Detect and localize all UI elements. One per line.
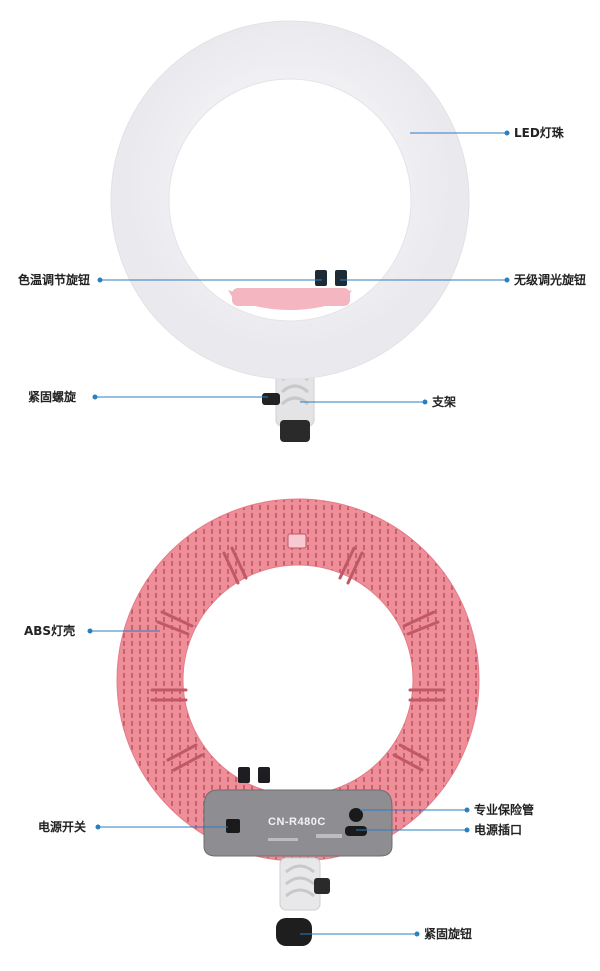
back-leader-lines: [90, 630, 467, 935]
label-abs-shell: ABS灯壳: [24, 624, 76, 638]
label-power-switch: 电源开关: [38, 820, 87, 834]
vent-slots: [150, 546, 446, 772]
power-switch[interactable]: [226, 819, 240, 833]
power-socket[interactable]: [345, 826, 367, 836]
back-knob-right[interactable]: [258, 767, 270, 783]
fuse-holder[interactable]: [349, 808, 363, 822]
tighten-knob[interactable]: [276, 918, 312, 946]
dimmer-knob[interactable]: [335, 270, 347, 286]
front-bracket: [262, 367, 315, 442]
label-tighten-screw: 紧固螺旋: [28, 390, 77, 404]
front-ring-light: [110, 20, 470, 442]
label-bracket: 支架: [432, 395, 457, 409]
label-power-socket: 电源插口: [474, 823, 523, 837]
color-temp-knob[interactable]: [315, 270, 327, 286]
label-fuse: 专业保险管: [474, 803, 535, 817]
control-plate: [203, 789, 393, 857]
label-dimmer-knob: 无级调光旋钮: [514, 273, 587, 287]
back-bracket: [276, 857, 330, 946]
back-knob-left[interactable]: [238, 767, 250, 783]
back-leader-dots: [87, 628, 470, 937]
front-leader-dots: [92, 130, 510, 405]
label-color-temp-knob: 色温调节旋钮: [18, 273, 91, 287]
front-leader-lines: [95, 132, 507, 403]
brand-logo-icon: [287, 533, 307, 549]
back-ring-light: [116, 498, 480, 946]
label-tighten-knob: 紧固旋钮: [424, 927, 473, 941]
model-number: CN-R480C: [268, 816, 326, 828]
label-led: LED灯珠: [514, 126, 564, 140]
